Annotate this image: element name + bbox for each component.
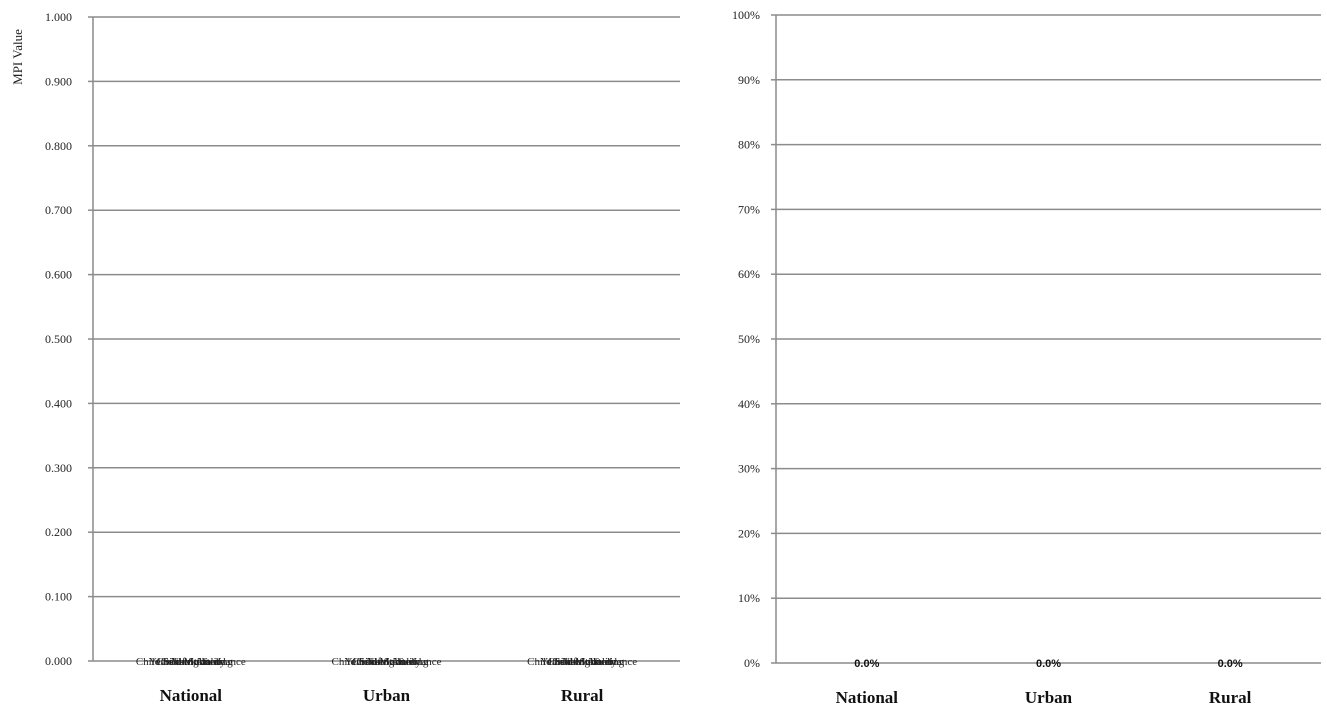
data-label: Nutrition <box>171 656 212 668</box>
data-label: 0.0% <box>1036 658 1061 670</box>
category-label: Rural <box>561 686 604 705</box>
y-tick-label: 80% <box>738 138 760 152</box>
data-label: Years of Schooling <box>149 656 233 668</box>
y-tick-label: 0.000 <box>45 654 72 668</box>
data-label: Child School Attendance <box>332 656 442 668</box>
y-tick-label: 0.200 <box>45 525 72 539</box>
y-tick-label: 0% <box>744 656 760 670</box>
data-label: Child Mortality <box>156 656 225 668</box>
y-tick-label: 60% <box>738 267 760 281</box>
y-tick-label: 70% <box>738 202 760 216</box>
data-label: 0.0% <box>854 658 879 670</box>
y-tick-label: 0.300 <box>45 461 72 475</box>
y-axis-title: MPI Value <box>10 29 25 85</box>
data-label: Cooking Fuel <box>552 656 612 668</box>
y-tick-label: 0.600 <box>45 268 72 282</box>
y-tick-label: 0.800 <box>45 139 72 153</box>
data-label: Child Mortality <box>352 656 421 668</box>
category-label: Rural <box>1209 688 1252 705</box>
category-label: Urban <box>1025 688 1073 705</box>
mpi-value-chart: 0.000 0.100 0.200 0.300 0.400 0.500 0.600 0.700… <box>10 10 680 705</box>
y-tick-label: 30% <box>738 462 760 476</box>
y-tick-label: 90% <box>738 73 760 87</box>
y-tick-label: 50% <box>738 332 760 346</box>
data-label: Nutrition <box>562 656 603 668</box>
y-tick-label: 1.000 <box>45 10 72 24</box>
y-tick-label: 0.700 <box>45 203 72 217</box>
y-tick-label: 20% <box>738 526 760 540</box>
category-label: Urban <box>363 686 411 705</box>
y-tick-label: 0.100 <box>45 590 72 604</box>
data-label: Years of Schooling <box>540 656 624 668</box>
y-tick-label: 40% <box>738 397 760 411</box>
y-tick-label: 100% <box>732 8 760 22</box>
data-label: 0.0% <box>1218 658 1243 670</box>
data-label: Cooking Fuel <box>161 656 221 668</box>
y-tick-label: 0.400 <box>45 396 72 410</box>
y-tick-label: 0.500 <box>45 332 72 346</box>
y-tick-label: 0.900 <box>45 74 72 88</box>
data-label: Cooking Fuel <box>356 656 416 668</box>
data-label: Nutrition <box>366 656 407 668</box>
data-label: Child Mortality <box>548 656 617 668</box>
data-label: Child School Attendance <box>136 656 246 668</box>
percentage-chart: 0% 10% 20% 30% 40% 50% 60% 70% 80% 90% 100% Nationa… <box>732 8 1321 705</box>
category-label: National <box>160 686 223 705</box>
data-label: Child School Attendance <box>527 656 637 668</box>
data-label: Years of Schooling <box>345 656 429 668</box>
category-label: National <box>836 688 899 705</box>
y-tick-label: 10% <box>738 591 760 605</box>
